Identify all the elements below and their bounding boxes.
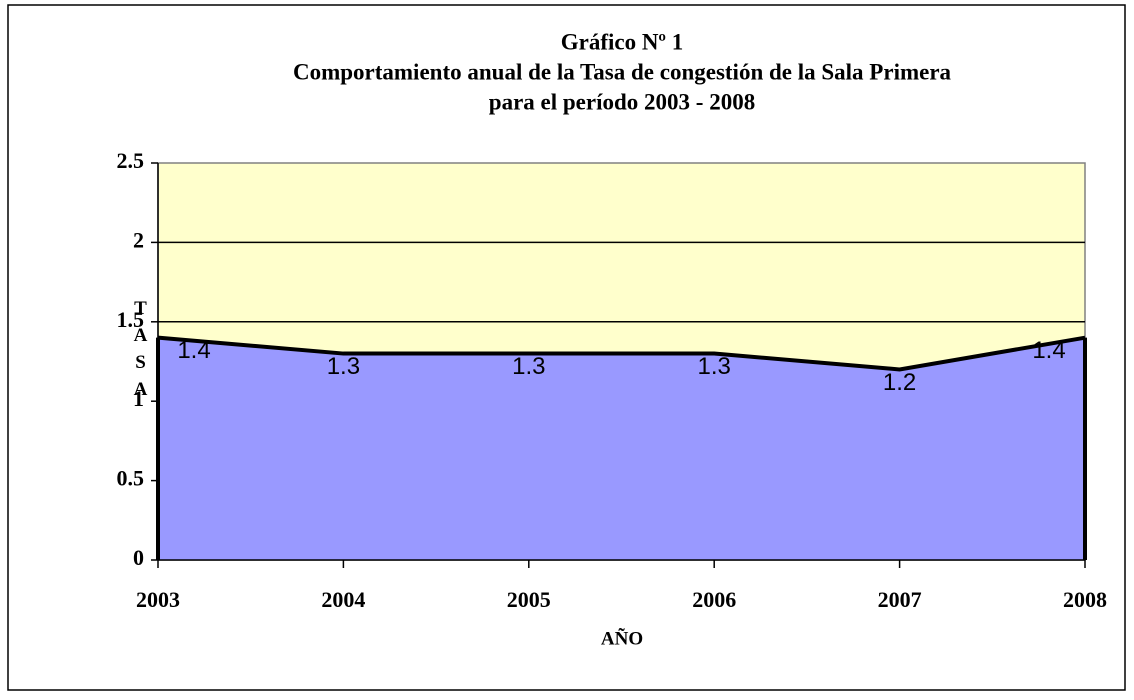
y-tick-label: 2.5 [117,148,145,173]
chart-title: Comportamiento anual de la Tasa de conge… [293,59,952,84]
x-tick-label: 2003 [136,587,180,612]
data-label: 1.3 [327,353,360,380]
x-tick-label: 2007 [878,587,922,612]
area-line [157,335,1086,372]
data-label: 1.2 [883,369,916,396]
x-tick-label: 2004 [321,587,365,612]
chart-title: Gráfico Nº 1 [561,29,684,54]
area [158,337,1085,560]
x-tick-label: 2005 [507,587,551,612]
y-axis-label: TASA [130,298,151,406]
data-label: 1.3 [512,353,545,380]
data-label: 1.3 [698,353,731,380]
y-tick-label: 0.5 [117,466,145,491]
y-tick-label: 2 [133,227,144,252]
y-tick-label: 1 [133,386,144,411]
x-tick-label: 2008 [1063,587,1107,612]
y-tick-label: 1.5 [117,307,145,332]
x-tick-label: 2006 [692,587,736,612]
data-label: 1.4 [1032,337,1065,364]
chart-title: para el período 2003 - 2008 [489,89,755,114]
data-label: 1.4 [177,337,210,364]
x-axis-label: AÑO [601,627,643,649]
y-tick-label: 0 [133,545,144,570]
